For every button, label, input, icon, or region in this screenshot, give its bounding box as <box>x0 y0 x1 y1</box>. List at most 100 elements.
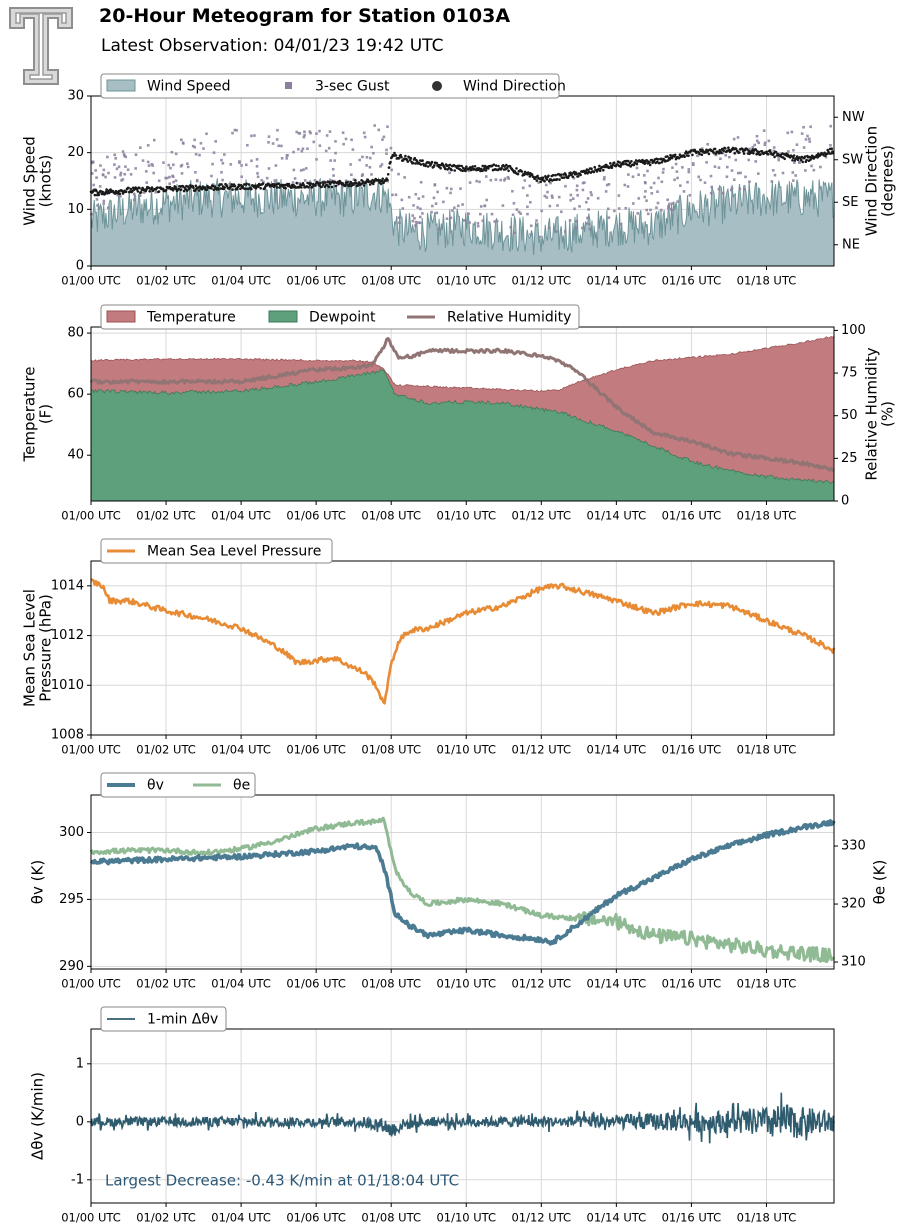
wind-direction-point <box>406 160 410 163</box>
wind-direction-point <box>275 186 279 189</box>
gust-point <box>325 134 329 137</box>
gust-point <box>607 183 611 186</box>
wind-direction-point <box>592 170 596 174</box>
wind-direction-point <box>323 185 327 189</box>
wind-direction-point <box>618 161 621 164</box>
gust-point <box>550 194 554 198</box>
wind-direction-point <box>257 185 260 189</box>
gust-point <box>646 169 649 173</box>
gust-point <box>341 185 345 188</box>
gust-point <box>285 154 289 157</box>
x-tick-label: 01/14 UTC <box>587 1211 647 1225</box>
gust-point <box>568 219 572 222</box>
wind-direction-point <box>745 148 749 151</box>
wind-direction-point <box>658 161 661 165</box>
wind-direction-point <box>691 153 694 157</box>
wind-direction-point <box>464 169 467 173</box>
wind-direction-point <box>608 166 611 169</box>
gust-point <box>435 211 439 215</box>
wind-direction-point <box>379 182 383 186</box>
wind-direction-point <box>168 185 172 189</box>
wind-direction-point <box>829 152 833 155</box>
wind-direction-point <box>463 167 467 171</box>
gust-point <box>521 186 525 190</box>
wind-direction-point <box>670 156 674 160</box>
x-tick-label: 01/00 UTC <box>61 509 121 523</box>
wind-direction-point <box>413 156 417 160</box>
wind-direction-point <box>157 190 161 193</box>
wind-direction-point <box>687 154 690 157</box>
legend-box <box>100 73 560 99</box>
legend-box <box>100 1006 227 1032</box>
gust-point <box>145 170 148 173</box>
wind-direction-point <box>724 147 727 150</box>
gust-point <box>607 216 611 219</box>
gust-point <box>363 135 367 139</box>
wind-direction-point <box>245 182 248 186</box>
wind-direction-point <box>421 159 424 162</box>
gust-point <box>116 193 120 197</box>
legend-item: θv <box>107 778 164 794</box>
x-tick-label: 01/00 UTC <box>61 977 121 991</box>
gust-point <box>503 177 507 181</box>
wind-direction-point <box>145 188 148 191</box>
gust-point <box>434 202 438 205</box>
gust-point <box>794 174 797 177</box>
wind-direction-point <box>635 162 639 166</box>
gust-point <box>416 206 420 209</box>
wind-direction-point <box>722 149 725 153</box>
gust-point <box>606 207 610 211</box>
wind-direction-point <box>734 147 738 151</box>
wind-direction-point <box>774 150 778 154</box>
gust-point <box>202 147 205 150</box>
gust-point <box>445 186 449 190</box>
wind-direction-point <box>791 159 794 162</box>
gust-point <box>336 183 340 187</box>
gust-point <box>757 172 760 175</box>
gust-point <box>303 130 306 134</box>
gust-point <box>602 178 606 181</box>
wind-direction-point <box>419 163 423 166</box>
x-tick-label: 01/02 UTC <box>136 1211 196 1225</box>
gust-point <box>102 168 106 172</box>
x-tick-label: 01/16 UTC <box>662 977 722 991</box>
wind-direction-point <box>700 153 704 156</box>
wind-direction-point <box>562 176 566 179</box>
wind-direction-point <box>230 183 234 186</box>
wind-direction-point <box>107 191 111 195</box>
gust-point <box>132 192 136 196</box>
gust-point <box>119 171 123 175</box>
wind-direction-point <box>659 157 663 161</box>
gust-point <box>485 198 489 202</box>
wind-direction-point <box>295 181 299 185</box>
gust-point <box>244 163 248 167</box>
gust-point <box>379 165 382 168</box>
gust-point <box>623 183 627 187</box>
gust-point <box>274 181 277 185</box>
legend-label: 1-min Δθv <box>147 1012 218 1028</box>
gust-point <box>231 131 234 135</box>
x-tick-label: 01/18 UTC <box>737 509 797 523</box>
gust-point <box>660 208 663 212</box>
wind-direction-point <box>453 169 457 172</box>
y2-tick-label: 320 <box>841 897 866 912</box>
gust-point <box>198 153 201 157</box>
x-tick-label: 01/06 UTC <box>286 274 346 288</box>
gust-point <box>526 205 529 209</box>
wind-direction-point <box>717 151 721 155</box>
gust-point <box>344 137 348 141</box>
wind-direction-point <box>161 187 165 191</box>
gust-point <box>631 202 635 205</box>
right-axis-label: (degrees) <box>879 145 897 217</box>
gust-point <box>636 212 640 215</box>
gust-point <box>476 224 480 228</box>
gust-point <box>631 175 635 179</box>
gust-point <box>548 204 552 208</box>
gust-point <box>107 171 110 175</box>
gust-point <box>717 187 721 191</box>
wind-direction-point <box>411 161 415 165</box>
gust-point <box>104 175 107 179</box>
gust-point <box>596 196 600 200</box>
gust-point <box>162 161 165 164</box>
legend-swatch <box>106 79 136 92</box>
